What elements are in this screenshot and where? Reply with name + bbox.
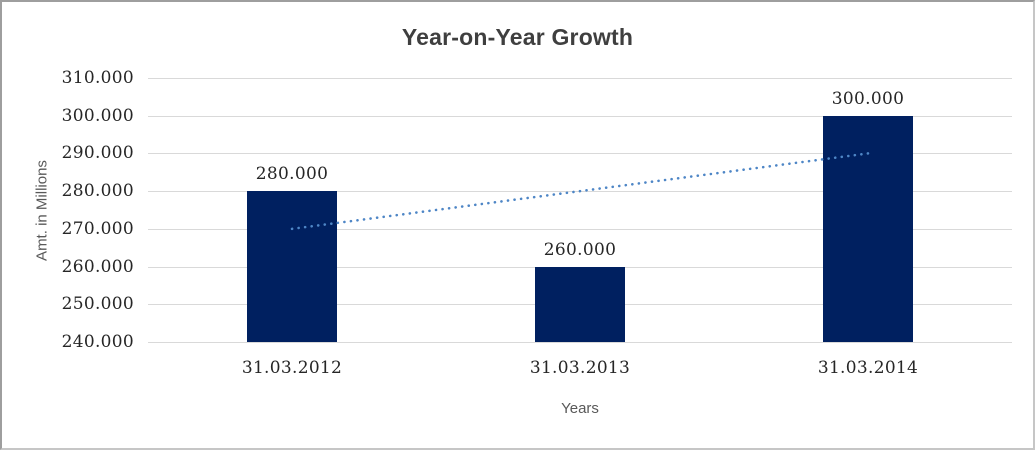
y-tick-label: 240.000 [61,332,134,352]
y-tick-label: 300.000 [61,105,134,126]
gridline [148,115,1012,117]
chart-title: Year-on-Year Growth [401,24,634,50]
x-axis-title: Years [561,400,599,417]
x-tick-label: 31.03.2013 [529,358,631,378]
gridline [148,342,1012,343]
x-tick-label: 31.03.2014 [817,358,919,378]
y-tick-label: 290.000 [61,143,134,164]
trendline [290,152,870,231]
y-tick-label: 270.000 [61,218,134,239]
y-tick-label: 310.000 [61,68,134,88]
gridline [148,228,1012,230]
data-label: 260.000 [543,239,617,260]
y-tick-label: 260.000 [61,256,134,277]
gridline [148,78,1012,79]
y-tick-label: 250.000 [61,294,134,315]
data-label: 300.000 [831,88,905,109]
gridline [148,153,1012,155]
plot-area: 280.000 260.000 300.000 [148,78,1012,343]
bar-31.03.2013 [535,266,625,342]
bar-31.03.2012 [247,191,337,342]
y-tick-label: 280.000 [61,181,134,202]
x-tick-label: 31.03.2012 [241,358,343,378]
data-label: 280.000 [255,164,329,185]
